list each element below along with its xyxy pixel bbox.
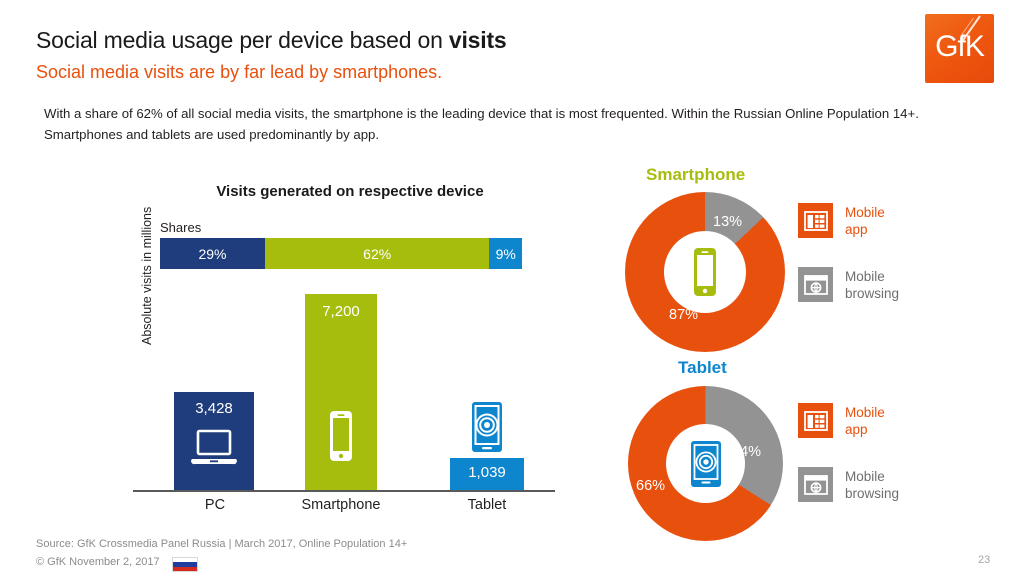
gfk-logo-text: GfK [935,30,985,63]
shares-segment-pc: 29% [160,238,265,269]
legend-label-mobile-app-line2: app [845,421,868,437]
legend-label-mobile-browsing-line2: browsing [845,285,900,301]
tablet-app-pct: 66% [636,478,666,494]
smartphone-donut-title: Smartphone [646,165,746,184]
shares-segment-smartphone-value: 62% [363,245,392,262]
legend-item-mobile-app-smartphone: Mobile app [798,203,885,238]
tablet-donut-title: Tablet [678,358,727,377]
mobile-browsing-icon [798,467,833,502]
category-label-pc: PC [204,497,226,513]
bar-pc-value: 3,428 [195,400,233,417]
source-note: Source: GfK Crossmedia Panel Russia | Ma… [36,538,408,550]
mobile-browsing-icon [798,267,833,302]
legend-item-mobile-browsing-tablet: Mobile browsing [798,467,899,502]
bar-smartphone-value: 7,200 [322,303,360,320]
category-label-tablet: Tablet [467,497,507,513]
smartphone-browsing-pct: 13% [713,214,743,230]
legend-item-mobile-browsing-smartphone: Mobile browsing [798,267,899,302]
smartphone-donut-chart: 13% 87% [625,192,785,352]
page-title-plain: Social media usage per device based on [36,27,449,53]
y-axis-title: Absolute visits in millions [140,206,154,345]
legend-label-mobile-browsing: Mobile browsing [845,468,899,502]
legend-label-mobile-app-line1: Mobile [845,204,885,220]
copyright-note: © GfK November 2, 2017 [36,556,160,568]
legend-label-mobile-browsing: Mobile browsing [845,268,899,302]
x-axis-line [133,490,555,492]
shares-segment-tablet: 9% [489,238,522,269]
bar-smartphone: 7,200 [305,294,377,490]
page-title-emphasis: visits [448,27,507,53]
smartphone-center-icon [694,248,716,296]
tablet-browsing-pct: 34% [732,444,762,460]
smartphone-app-pct: 87% [669,307,699,323]
shares-segment-smartphone: 62% [264,238,490,269]
mobile-app-icon [798,203,833,238]
tablet-donut-chart: 34% 66% [628,386,783,541]
legend-label-mobile-app-line2: app [845,221,868,237]
russia-flag-icon [172,557,198,572]
bar-tablet-value: 1,039 [468,464,506,481]
legend-label-mobile-app: Mobile app [845,204,885,238]
bar-chart-title: Visits generated on respective device [216,183,484,200]
legend-label-mobile-app-line1: Mobile [845,404,885,420]
smartphone-icon [305,409,377,463]
page-title: Social media usage per device based on v… [36,27,507,54]
category-label-smartphone: Smartphone [301,497,381,513]
page-subtitle: Social media visits are by far lead by s… [36,62,443,82]
gfk-logo: GfK [925,14,994,83]
left-chart-panel: Visits generated on respective device Sh… [133,183,555,513]
legend-label-mobile-browsing-line2: browsing [845,485,900,501]
legend-item-mobile-app-tablet: Mobile app [798,403,885,438]
bar-tablet: 1,039 [450,402,524,490]
laptop-icon [174,428,254,470]
shares-stacked-bar: 29% 62% 9% [160,238,522,269]
mobile-app-icon [798,403,833,438]
shares-label: Shares [160,220,202,235]
tablet-icon [450,400,524,454]
legend-label-mobile-app: Mobile app [845,404,885,438]
legend-label-mobile-browsing-line1: Mobile [845,268,885,284]
page-number: 23 [978,554,991,566]
page-description: With a share of 62% of all social media … [44,106,919,142]
shares-segment-tablet-value: 9% [495,245,516,262]
smartphone-donut-center [664,231,746,313]
shares-segment-pc-value: 29% [198,245,227,262]
legend-label-mobile-browsing-line1: Mobile [845,468,885,484]
bar-pc: 3,428 [174,392,254,490]
tablet-donut-center [666,424,745,503]
tablet-center-icon [690,440,721,487]
